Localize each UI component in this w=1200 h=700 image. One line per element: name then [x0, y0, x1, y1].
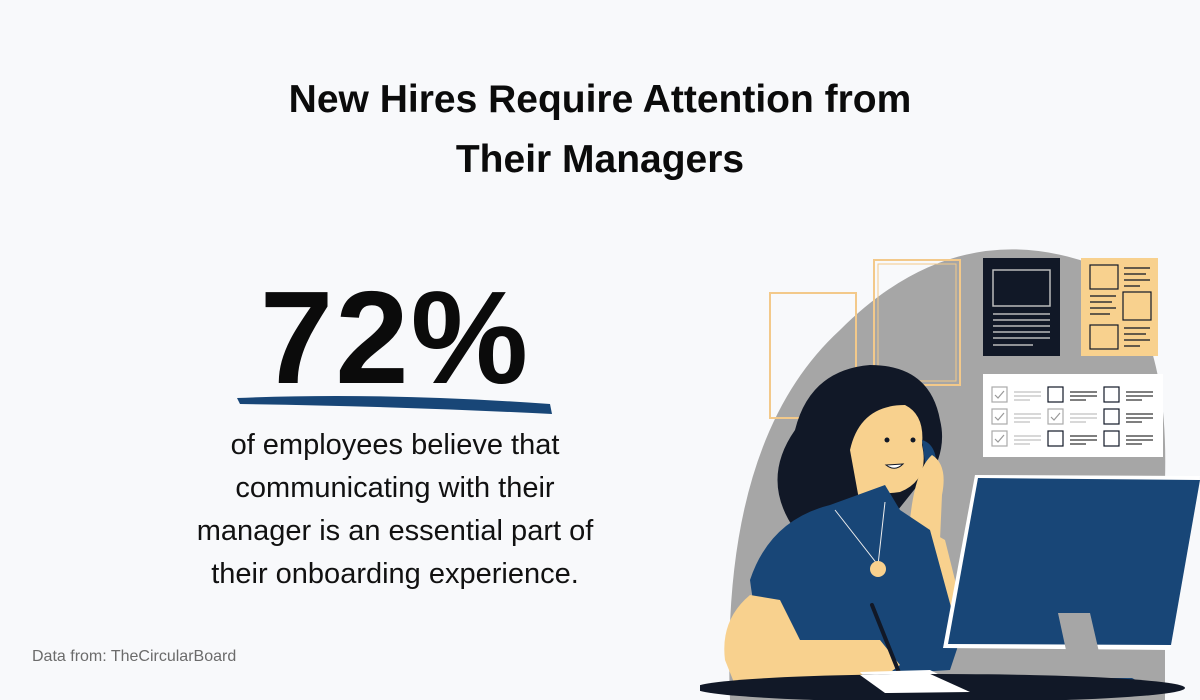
- description-line: communicating with their: [235, 472, 555, 504]
- dark-document-icon: [983, 258, 1060, 356]
- computer-monitor-icon: [943, 475, 1200, 685]
- page-title: New Hires Require Attention from Their M…: [0, 70, 1200, 190]
- stat-description: of employees believe that communicating …: [140, 424, 650, 596]
- description-line: their onboarding experience.: [211, 558, 579, 590]
- description-line: manager is an essential part of: [196, 515, 594, 547]
- checklist-icon: [983, 374, 1163, 457]
- title-line-2: Their Managers: [455, 138, 745, 181]
- woman-on-phone-illustration-icon: [700, 249, 1200, 700]
- description-line: of employees believe that: [230, 429, 560, 461]
- title-line-1: New Hires Require Attention from: [288, 78, 912, 121]
- source-credit: Data from: TheCircularBoard: [32, 648, 237, 665]
- stat-value: 72%: [259, 264, 531, 411]
- brush-underline: [237, 396, 552, 414]
- yellow-document-icon: [1081, 258, 1158, 356]
